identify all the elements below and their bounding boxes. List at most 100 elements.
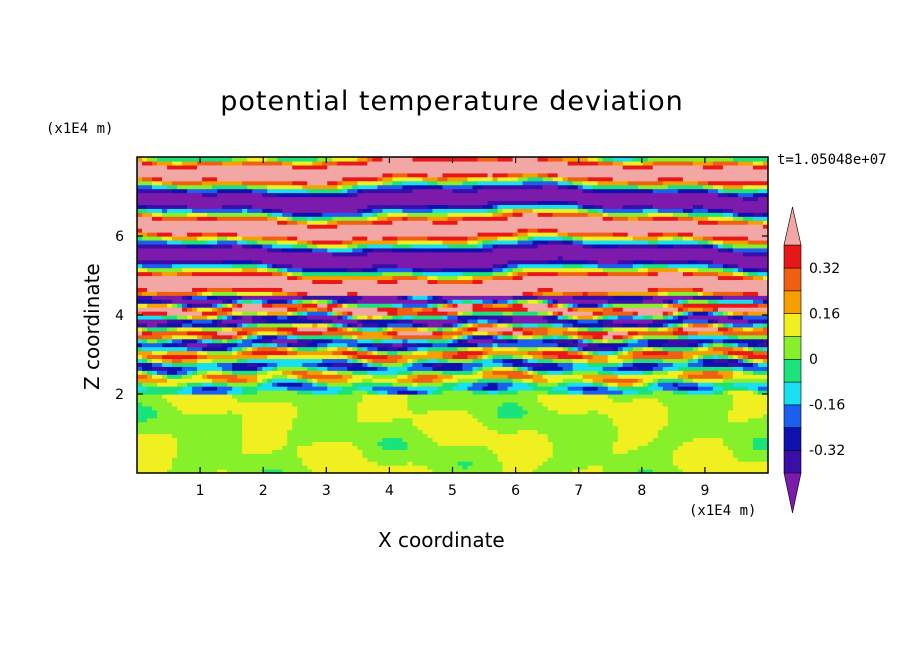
field-cell <box>312 417 318 423</box>
field-cell <box>287 390 293 395</box>
field-cell <box>307 283 313 288</box>
field-cell <box>402 243 409 249</box>
field-cell <box>152 271 158 277</box>
field-cell <box>352 279 358 284</box>
field-cell <box>232 429 238 435</box>
field-cell <box>327 334 333 340</box>
field-cell <box>417 366 424 371</box>
field-cell <box>162 208 168 213</box>
field-cell <box>207 437 213 442</box>
field-cell <box>297 382 303 387</box>
field-cell <box>237 232 243 237</box>
field-cell <box>437 224 444 229</box>
field-cell <box>392 279 399 284</box>
field-cell <box>237 172 243 178</box>
field-cell <box>382 469 388 473</box>
field-cell <box>387 469 394 473</box>
field-cell <box>357 350 363 356</box>
field-cell <box>147 267 153 273</box>
field-cell <box>307 421 313 427</box>
field-cell <box>377 405 383 411</box>
field-cell <box>287 449 293 454</box>
field-cell <box>342 354 348 360</box>
field-cell <box>377 441 383 446</box>
field-cell <box>137 188 143 194</box>
field-cell <box>282 311 288 316</box>
field-cell <box>137 168 143 174</box>
field-cell <box>187 457 193 462</box>
field-cell <box>392 417 399 423</box>
field-cell <box>217 247 223 253</box>
field-cell <box>202 358 208 363</box>
field-cell <box>437 342 444 348</box>
field-cell <box>282 429 288 435</box>
field-cell <box>372 374 378 379</box>
field-cell <box>182 315 188 320</box>
field-cell <box>437 220 444 225</box>
field-cell <box>142 287 148 292</box>
field-cell <box>332 192 338 198</box>
field-cell <box>157 453 163 458</box>
field-cell <box>312 409 318 415</box>
field-cell <box>252 220 258 225</box>
field-cell <box>247 295 253 300</box>
field-cell <box>172 457 178 462</box>
field-cell <box>142 232 148 237</box>
field-cell <box>317 350 323 356</box>
field-cell <box>372 465 378 470</box>
field-cell <box>262 366 268 371</box>
field-cell <box>297 291 303 296</box>
field-cell <box>377 397 383 403</box>
field-cell <box>137 287 143 292</box>
field-cell <box>332 157 338 162</box>
field-cell <box>297 176 303 182</box>
field-cell <box>162 421 168 427</box>
field-cell <box>162 224 168 229</box>
field-cell <box>402 326 409 332</box>
field-cell <box>342 401 348 407</box>
field-cell <box>257 192 263 198</box>
field-cell <box>397 239 404 245</box>
field-cell <box>282 342 288 348</box>
field-cell <box>207 382 213 387</box>
field-cell <box>242 188 248 194</box>
field-cell <box>217 457 223 462</box>
field-cell <box>212 342 218 348</box>
field-cell <box>412 224 419 229</box>
field-cell <box>342 172 348 178</box>
field-cell <box>217 157 223 162</box>
field-cell <box>362 374 368 379</box>
field-cell <box>427 271 434 277</box>
field-cell <box>292 247 298 253</box>
field-cell <box>152 334 158 340</box>
field-cell <box>402 350 409 356</box>
field-cell <box>262 425 268 431</box>
field-cell <box>377 212 383 217</box>
field-cell <box>197 188 203 194</box>
field-cell <box>337 421 343 427</box>
field-cell <box>382 390 388 395</box>
field-cell <box>317 287 323 292</box>
field-cell <box>397 299 404 304</box>
field-cell <box>137 283 143 288</box>
field-cell <box>322 350 328 356</box>
field-cell <box>322 157 328 162</box>
field-cell <box>347 184 353 190</box>
field-cell <box>197 295 203 300</box>
field-cell <box>332 247 338 253</box>
field-cell <box>367 401 373 407</box>
field-cell <box>357 421 363 427</box>
field-cell <box>397 425 404 431</box>
field-cell <box>192 164 198 170</box>
field-cell <box>397 295 404 300</box>
field-cell <box>322 346 328 352</box>
field-cell <box>192 291 198 296</box>
field-cell <box>272 378 278 383</box>
field-cell <box>347 461 353 466</box>
field-cell <box>442 216 449 221</box>
field-cell <box>442 437 449 442</box>
field-cell <box>257 204 263 209</box>
field-cell <box>442 283 449 288</box>
field-cell <box>362 390 368 395</box>
field-cell <box>197 390 203 395</box>
